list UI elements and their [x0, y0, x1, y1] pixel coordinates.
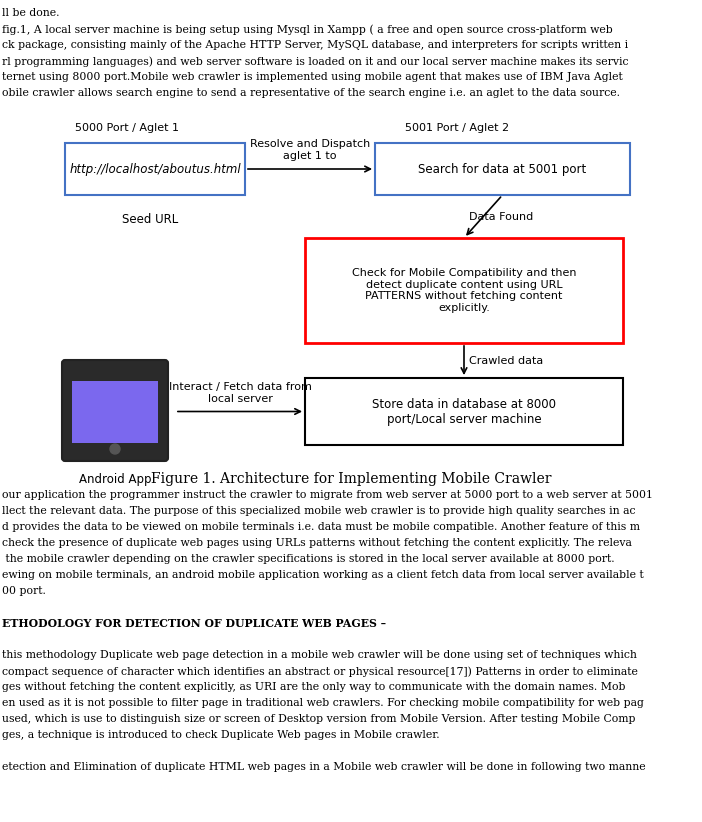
Text: Resolve and Dispatch
aglet 1 to: Resolve and Dispatch aglet 1 to [250, 140, 370, 161]
Text: used, which is use to distinguish size or screen of Desktop version from Mobile : used, which is use to distinguish size o… [2, 714, 635, 724]
FancyBboxPatch shape [305, 238, 623, 343]
FancyBboxPatch shape [62, 360, 168, 461]
Text: our application the programmer instruct the crawler to migrate from web server a: our application the programmer instruct … [2, 490, 653, 500]
Text: Data Found: Data Found [469, 211, 534, 221]
Text: ETHODOLOGY FOR DETECTION OF DUPLICATE WEB PAGES –: ETHODOLOGY FOR DETECTION OF DUPLICATE WE… [2, 618, 386, 629]
Circle shape [110, 444, 120, 454]
Text: Interact / Fetch data from
local server: Interact / Fetch data from local server [168, 382, 312, 404]
Text: Seed URL: Seed URL [122, 213, 178, 226]
FancyBboxPatch shape [72, 381, 158, 443]
Text: compact sequence of character which identifies an abstract or physical resource[: compact sequence of character which iden… [2, 666, 638, 677]
Text: fig.1, A local server machine is being setup using Mysql in Xampp ( a free and o: fig.1, A local server machine is being s… [2, 24, 613, 35]
Text: the mobile crawler depending on the crawler specifications is stored in the loca: the mobile crawler depending on the craw… [2, 554, 615, 564]
Text: ewing on mobile terminals, an android mobile application working as a client fet: ewing on mobile terminals, an android mo… [2, 570, 644, 580]
Text: 5001 Port / Aglet 2: 5001 Port / Aglet 2 [405, 123, 509, 133]
Text: ges, a technique is introduced to check Duplicate Web pages in Mobile crawler.: ges, a technique is introduced to check … [2, 730, 439, 740]
Text: this methodology Duplicate web page detection in a mobile web crawler will be do: this methodology Duplicate web page dete… [2, 650, 640, 660]
Text: en used as it is not possible to filter page in traditional web crawlers. For ch: en used as it is not possible to filter … [2, 698, 644, 708]
FancyBboxPatch shape [305, 378, 623, 445]
Text: Figure 1. Architecture for Implementing Mobile Crawler: Figure 1. Architecture for Implementing … [151, 472, 551, 486]
Text: 00 port.: 00 port. [2, 586, 46, 596]
Text: rl programming languages) and web server software is loaded on it and our local : rl programming languages) and web server… [2, 56, 628, 67]
FancyBboxPatch shape [375, 143, 630, 195]
Text: ternet using 8000 port.Mobile web crawler is implemented using mobile agent that: ternet using 8000 port.Mobile web crawle… [2, 72, 623, 82]
Text: Search for data at 5001 port: Search for data at 5001 port [418, 163, 587, 176]
Text: Check for Mobile Compatibility and then
detect duplicate content using URL
PATTE: Check for Mobile Compatibility and then … [352, 268, 576, 313]
Text: ck package, consisting mainly of the Apache HTTP Server, MySQL database, and int: ck package, consisting mainly of the Apa… [2, 40, 628, 50]
Text: etection and Elimination of duplicate HTML web pages in a Mobile web crawler wil: etection and Elimination of duplicate HT… [2, 762, 646, 772]
Text: Store data in database at 8000
port/Local server machine: Store data in database at 8000 port/Loca… [372, 398, 556, 426]
Text: ges without fetching the content explicitly, as URI are the only way to communic: ges without fetching the content explici… [2, 682, 625, 692]
Text: obile crawler allows search engine to send a representative of the search engine: obile crawler allows search engine to se… [2, 88, 620, 98]
FancyBboxPatch shape [65, 143, 245, 195]
Text: Android App: Android App [79, 473, 151, 486]
Text: d provides the data to be viewed on mobile terminals i.e. data must be mobile co: d provides the data to be viewed on mobi… [2, 522, 640, 532]
Text: 5000 Port / Aglet 1: 5000 Port / Aglet 1 [75, 123, 179, 133]
Text: check the presence of duplicate web pages using URLs patterns without fetching t: check the presence of duplicate web page… [2, 538, 632, 548]
Text: ll be done.: ll be done. [2, 8, 60, 18]
Text: http://localhost/aboutus.html: http://localhost/aboutus.html [69, 163, 241, 176]
Text: llect the relevant data. The purpose of this specialized mobile web crawler is t: llect the relevant data. The purpose of … [2, 506, 635, 516]
Text: Crawled data: Crawled data [469, 355, 543, 366]
